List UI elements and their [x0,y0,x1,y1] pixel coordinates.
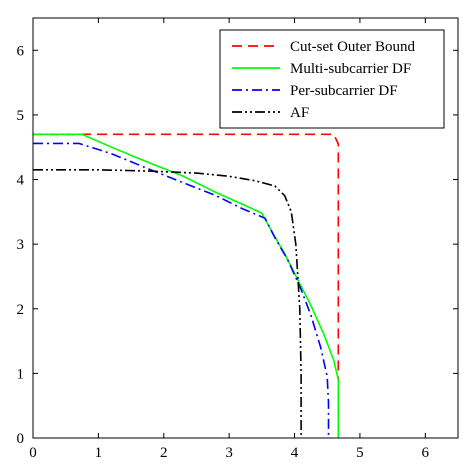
series-line-3 [33,142,330,438]
series-line-1 [33,133,340,438]
legend-label-1: Cut-set Outer Bound [290,39,415,55]
x-tick-label: 4 [291,445,299,461]
y-tick-label: 0 [17,431,25,447]
x-tick-label: 5 [356,445,364,461]
legend-label-2: Multi-subcarrier DF [290,61,411,77]
series-line-4 [33,169,302,438]
y-tick-label: 1 [17,366,25,382]
x-tick-label: 1 [95,445,103,461]
x-tick-label: 3 [225,445,233,461]
x-tick-label: 6 [422,445,430,461]
y-tick-label: 5 [17,108,25,124]
y-tick-label: 6 [17,43,25,59]
x-tick-label: 0 [29,445,37,461]
legend-label-3: Per-subcarrier DF [290,83,398,99]
legend: Cut-set Outer Bound Multi-subcarrier DF Pe… [219,29,445,129]
y-tick-label: 3 [17,237,25,253]
x-tick-label: 2 [160,445,168,461]
legend-label-4: AF [290,105,309,121]
y-tick-label: 2 [17,302,25,318]
tick-group: 0 1 2 3 4 5 6 0 1 2 3 4 5 6 [17,18,458,461]
plot-frame [32,17,459,439]
y-tick-label: 4 [17,173,25,189]
series-line-2 [33,133,340,438]
series-group [33,133,340,438]
